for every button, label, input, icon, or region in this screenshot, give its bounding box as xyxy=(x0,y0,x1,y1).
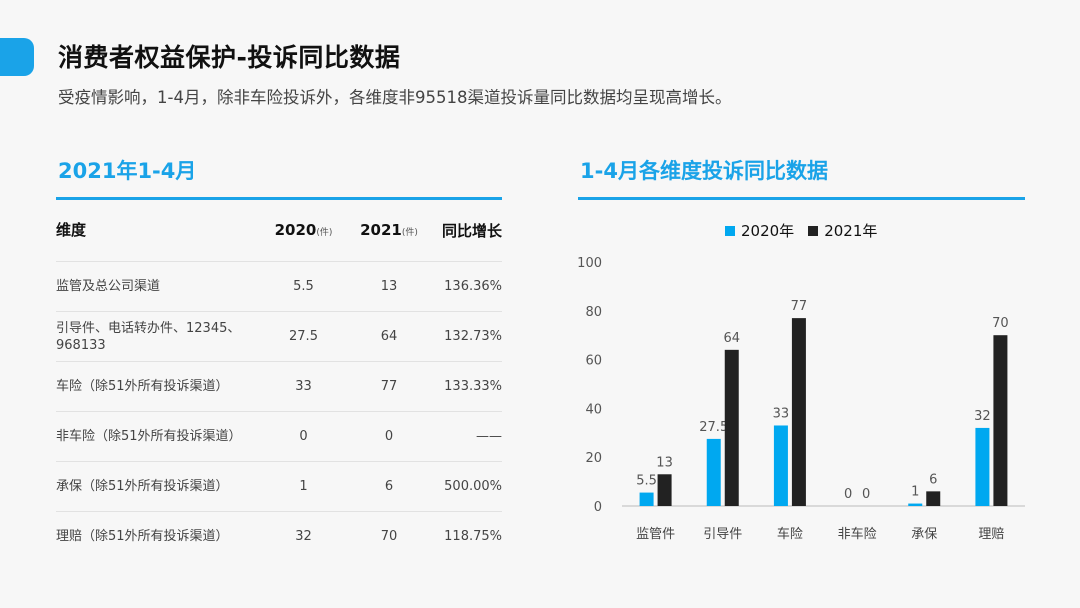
header-2020-unit: (件) xyxy=(316,228,333,238)
row-dimension: 理赔（除51外所有投诉渠道） xyxy=(56,529,229,544)
header-2020-label: 2020 xyxy=(274,221,317,239)
bar-2021 xyxy=(657,474,672,506)
data-label-2021: 70 xyxy=(992,316,1009,331)
bar-2020 xyxy=(975,427,990,506)
x-tick-label: 监管件 xyxy=(636,527,675,542)
data-label-2020: 32 xyxy=(974,409,991,424)
complaint-table: 维度 2020(件) 2021(件) 同比增长 监管及总公司渠道 5.5 13 … xyxy=(56,210,502,561)
table-row: 非车险（除51外所有投诉渠道） 0 0 —— xyxy=(56,411,502,461)
legend-item-2020: 2020年 xyxy=(725,220,794,241)
y-tick-label: 0 xyxy=(594,500,602,515)
row-2021: 6 xyxy=(384,479,394,494)
legend-label-2021: 2021年 xyxy=(824,222,878,240)
y-tick-label: 40 xyxy=(585,402,602,417)
x-tick-label: 非车险 xyxy=(838,526,877,542)
table-section-rule xyxy=(56,197,502,200)
row-2020: 32 xyxy=(295,529,312,544)
data-label-2021: 0 xyxy=(862,487,870,502)
chart-section-rule xyxy=(578,197,1025,200)
table-row: 车险（除51外所有投诉渠道） 33 77 133.33% xyxy=(56,361,502,411)
bar-2020 xyxy=(706,438,721,506)
table-row: 引导件、电话转办件、12345、968133 27.5 64 132.73% xyxy=(56,311,502,361)
data-label-2021: 6 xyxy=(929,472,937,487)
row-2020: 0 xyxy=(299,429,308,444)
bar-2021 xyxy=(724,349,739,506)
row-growth: 500.00% xyxy=(444,479,502,494)
data-label-2020: 27.5 xyxy=(699,420,728,435)
row-dimension: 非车险（除51外所有投诉渠道） xyxy=(56,429,242,444)
legend-label-2020: 2020年 xyxy=(741,222,795,240)
header-2021-label: 2021 xyxy=(360,221,402,239)
x-tick-label: 理赔 xyxy=(978,527,1004,542)
row-2021: 64 xyxy=(380,329,398,344)
legend-item-2021: 2021年 xyxy=(808,220,877,241)
bar-2021 xyxy=(791,318,806,506)
table-section-title: 2021年1-4月 xyxy=(58,159,197,183)
y-tick-label: 100 xyxy=(577,256,602,271)
row-2020: 33 xyxy=(295,379,312,394)
legend-swatch-2020 xyxy=(725,225,735,236)
y-tick-label: 80 xyxy=(585,305,602,320)
row-growth: 118.75% xyxy=(444,529,502,544)
chart-section-title: 1-4月各维度投诉同比数据 xyxy=(580,159,828,183)
legend-swatch-2021 xyxy=(808,225,819,236)
row-2021: 0 xyxy=(384,429,394,444)
header-dimension: 维度 xyxy=(56,220,87,239)
row-2021: 13 xyxy=(380,279,398,294)
row-dimension: 车险（除51外所有投诉渠道） xyxy=(56,379,229,394)
page-title: 消费者权益保护-投诉同比数据 xyxy=(58,43,401,72)
header-2020: 2020(件) xyxy=(261,221,346,239)
row-2021: 70 xyxy=(380,529,398,544)
table-row: 理赔（除51外所有投诉渠道） 32 70 118.75% xyxy=(56,511,502,561)
x-tick-label: 车险 xyxy=(777,526,803,542)
chart-legend: 2020年 2021年 xyxy=(725,220,877,241)
header-growth: 同比增长 xyxy=(441,221,502,240)
row-growth: 133.33% xyxy=(444,379,502,394)
table-row: 承保（除51外所有投诉渠道） 1 6 500.00% xyxy=(56,461,502,511)
bar-2020 xyxy=(639,492,654,506)
y-tick-label: 20 xyxy=(585,451,602,466)
bar-2020 xyxy=(773,425,788,506)
bar-2021 xyxy=(926,491,941,506)
x-tick-label: 承保 xyxy=(911,527,937,542)
table-header-row: 维度 2020(件) 2021(件) 同比增长 xyxy=(56,210,502,250)
header-2021-unit: (件) xyxy=(401,228,418,238)
row-2020: 5.5 xyxy=(293,279,314,294)
bar-2021 xyxy=(993,335,1008,506)
row-2020: 1 xyxy=(299,479,308,494)
bar-2020 xyxy=(908,503,923,506)
data-label-2020: 1 xyxy=(911,485,919,500)
header-2021: 2021(件) xyxy=(346,221,432,239)
row-growth: 136.36% xyxy=(444,279,502,294)
data-label-2020: 0 xyxy=(844,487,852,502)
y-tick-label: 60 xyxy=(585,354,602,369)
row-2021: 77 xyxy=(380,379,398,394)
data-label-2020: 33 xyxy=(773,406,790,421)
row-growth: 132.73% xyxy=(444,329,502,344)
title-accent-block xyxy=(0,38,34,76)
page-subtitle: 受疫情影响，1-4月，除非车险投诉外，各维度非95518渠道投诉量同比数据均呈现… xyxy=(58,88,732,107)
row-2020: 27.5 xyxy=(289,329,318,344)
table-row: 监管及总公司渠道 5.5 13 136.36% xyxy=(56,261,502,311)
row-dimension: 引导件、电话转办件、12345、968133 xyxy=(56,320,241,353)
x-tick-label: 引导件 xyxy=(703,527,742,542)
data-label-2021: 64 xyxy=(723,331,740,346)
data-label-2021: 13 xyxy=(656,455,673,470)
data-label-2020: 5.5 xyxy=(636,474,657,489)
row-growth: —— xyxy=(476,429,502,444)
row-dimension: 承保（除51外所有投诉渠道） xyxy=(56,479,229,494)
row-dimension: 监管及总公司渠道 xyxy=(56,279,161,294)
data-label-2021: 77 xyxy=(791,299,808,314)
